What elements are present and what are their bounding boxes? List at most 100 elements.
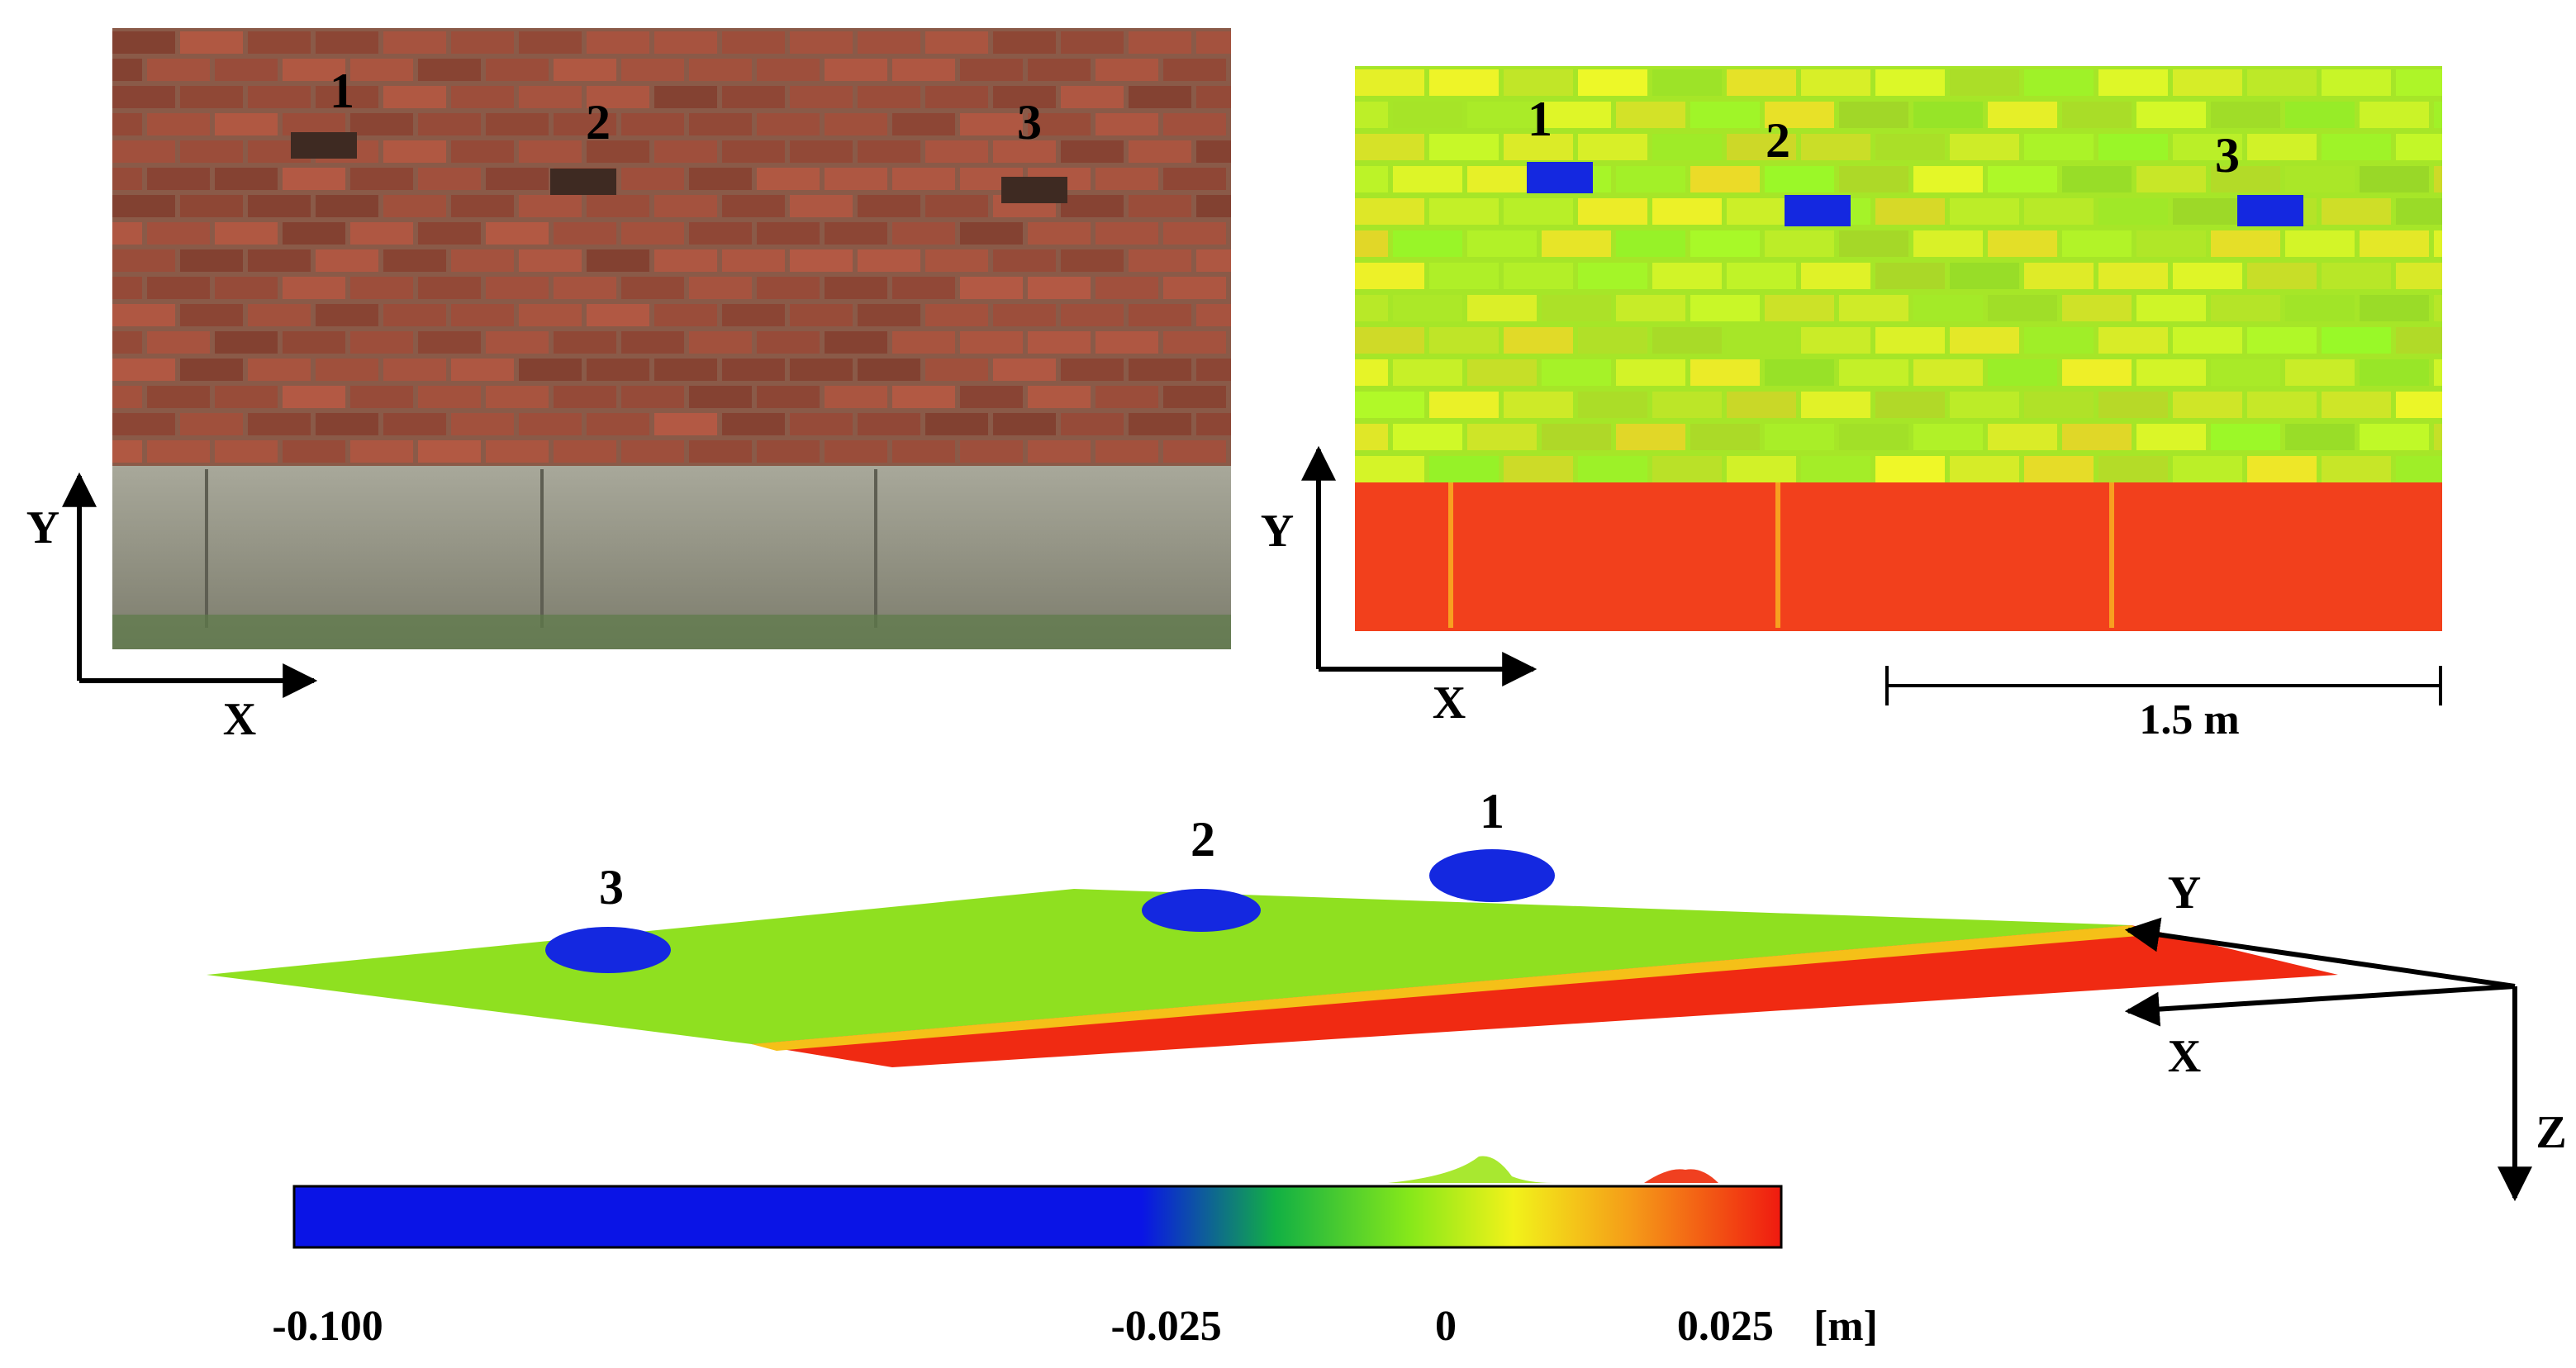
- brick: [757, 113, 820, 135]
- brick: [383, 249, 446, 272]
- map-brick: [1429, 69, 1499, 96]
- map-brick: [1504, 456, 1573, 482]
- brick: [925, 31, 988, 54]
- map-brick: [2434, 166, 2442, 192]
- map-brick: [2098, 69, 2168, 96]
- brick: [147, 59, 210, 81]
- brick: [722, 140, 785, 163]
- brick: [248, 413, 311, 435]
- map-brick: [2098, 263, 2168, 289]
- brick: [858, 140, 920, 163]
- brick: [283, 440, 345, 463]
- brick: [790, 140, 853, 163]
- brick: [112, 222, 142, 245]
- map-brick: [1429, 456, 1499, 482]
- map-brick: [1913, 102, 1983, 128]
- map-brick: [1913, 166, 1983, 192]
- map-brick: [1542, 295, 1611, 321]
- map-brick: [1950, 263, 2019, 289]
- brick: [316, 304, 378, 326]
- map-brick: [2322, 263, 2391, 289]
- map-hole: [2237, 195, 2303, 226]
- map-brick: [1765, 359, 1834, 386]
- brick: [689, 386, 752, 408]
- map-brick: [1690, 230, 1760, 257]
- brick: [960, 386, 1023, 408]
- map-brick: [1913, 230, 1983, 257]
- map-brick: [1429, 134, 1499, 160]
- map-brick: [2247, 392, 2317, 418]
- surface-red: [752, 925, 2338, 1067]
- brick: [147, 386, 210, 408]
- map-brick: [1542, 230, 1611, 257]
- map-brick: [2322, 198, 2391, 225]
- map-brick: [2062, 295, 2132, 321]
- map-brick: [1652, 198, 1722, 225]
- map-brick: [2396, 392, 2442, 418]
- axis-arrow: [2124, 984, 2516, 1027]
- brick: [654, 31, 717, 54]
- brick: [112, 304, 175, 326]
- brick: [689, 59, 752, 81]
- brick: [147, 222, 210, 245]
- brick: [486, 331, 549, 354]
- map-brick: [1727, 69, 1796, 96]
- brick: [112, 140, 175, 163]
- brick: [1096, 59, 1158, 81]
- map-brick: [1578, 263, 1647, 289]
- brick: [993, 140, 1056, 163]
- brick: [960, 331, 1023, 354]
- map-brick: [1578, 134, 1647, 160]
- brick: [825, 113, 887, 135]
- brick: [283, 168, 345, 190]
- brick: [383, 31, 446, 54]
- brick: [960, 277, 1023, 299]
- map-brick: [2396, 456, 2442, 482]
- brick: [316, 86, 378, 108]
- brick: [486, 440, 549, 463]
- brick: [350, 168, 413, 190]
- map-brick: [2024, 134, 2094, 160]
- brick: [283, 113, 345, 135]
- brick: [960, 440, 1023, 463]
- axis-label: X: [223, 694, 256, 745]
- brick: [112, 277, 142, 299]
- map-brick: [1355, 166, 1388, 192]
- brick: [1061, 31, 1124, 54]
- brick: [215, 277, 278, 299]
- brick: [825, 168, 887, 190]
- brick: [519, 86, 582, 108]
- brick: [316, 413, 378, 435]
- map-brick: [1839, 102, 1908, 128]
- brick: [1061, 304, 1124, 326]
- colorbar-tick-label: -0.100: [272, 1303, 383, 1350]
- brick: [147, 113, 210, 135]
- brick: [283, 59, 345, 81]
- brick: [587, 304, 649, 326]
- brick: [112, 331, 142, 354]
- map-brick: [2434, 102, 2442, 128]
- map-brick: [2285, 230, 2355, 257]
- brick: [383, 359, 446, 381]
- map-brick: [1913, 359, 1983, 386]
- brick: [587, 140, 649, 163]
- map-brick: [1355, 359, 1388, 386]
- brick: [248, 86, 311, 108]
- brick: [383, 140, 446, 163]
- map-brick: [1765, 230, 1834, 257]
- map-brick: [1801, 327, 1870, 354]
- map-brick: [1801, 134, 1870, 160]
- map-brick: [1765, 424, 1834, 450]
- brick: [892, 386, 955, 408]
- brick: [621, 331, 684, 354]
- map-brick: [1875, 134, 1945, 160]
- brick: [1028, 386, 1091, 408]
- brick: [112, 31, 175, 54]
- map-brick: [2247, 263, 2317, 289]
- brick: [654, 413, 717, 435]
- brick: [519, 249, 582, 272]
- map-brick: [1950, 69, 2019, 96]
- map-brick: [1950, 134, 2019, 160]
- brick: [993, 249, 1056, 272]
- brick: [587, 31, 649, 54]
